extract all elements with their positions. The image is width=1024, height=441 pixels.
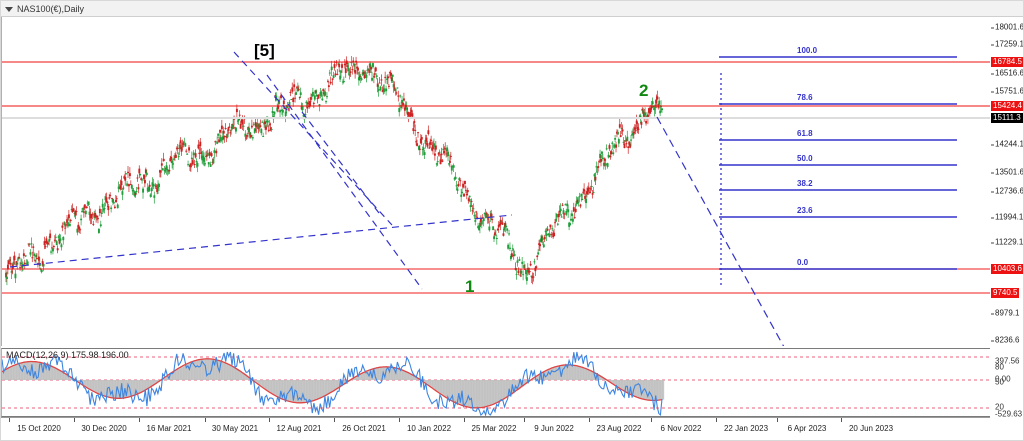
macd-tick-label: -529.63 [995, 409, 1023, 419]
date-tick-mark [716, 418, 717, 422]
fibonacci-label: 23.6 [797, 206, 813, 215]
date-tick-mark [651, 418, 652, 422]
price-tick-label: 16516.6 [995, 68, 1024, 78]
price-tick-label: 11994.1 [995, 212, 1024, 222]
date-tick-mark [9, 418, 10, 422]
macd-signal-line [2, 358, 663, 409]
date-label: 15 Oct 2020 [17, 424, 61, 433]
fibonacci-label: 100.0 [797, 46, 818, 55]
chart-symbol-selector[interactable]: NAS100(€),Daily [5, 4, 84, 14]
macd-pane[interactable]: MACD(12,26,9) 175.98 196.00 [1, 348, 991, 417]
date-tick-mark [589, 418, 590, 422]
date-label: 9 Jun 2022 [534, 424, 574, 433]
date-tick-mark [524, 418, 525, 422]
price-tick: 11229.1 [991, 237, 1024, 247]
date-label: 6 Apr 2023 [787, 424, 827, 433]
current-price-badge[interactable]: 15111.3 [991, 113, 1023, 123]
date-axis[interactable]: 15 Oct 2020 30 Dec 2020 16 Mar 2021 30 May … [1, 417, 990, 440]
price-tick-label: 17259.1 [995, 39, 1024, 49]
price-tick-label: 8979.1 [995, 308, 1020, 318]
date-label: 20 Jun 2023 [848, 424, 894, 433]
date-label: 23 Aug 2022 [596, 424, 642, 433]
macd-canvas [2, 351, 991, 417]
price-tick: 8979.1 [991, 308, 1020, 318]
date-label: 10 Jan 2022 [406, 424, 452, 433]
trendline-group [9, 51, 785, 346]
date-tick-mark [139, 418, 140, 422]
date-label: 30 May 2021 [211, 424, 259, 433]
wave-label: [5] [254, 41, 275, 60]
date-label: 25 Mar 2022 [471, 424, 517, 433]
fibonacci-label: 0.0 [797, 258, 809, 267]
wave-label: 1 [465, 277, 475, 296]
alert-price-badge[interactable]: 9740.5 [991, 288, 1020, 298]
fibonacci-label: 50.0 [797, 154, 813, 163]
price-tick: 11994.1 [991, 212, 1024, 222]
date-tick-mark [334, 418, 335, 422]
fibonacci-lines [719, 56, 957, 270]
macd-tick-label: 50 [995, 377, 1004, 387]
price-tick-label: 14244.1 [995, 139, 1024, 149]
price-tick: 14244.1 [991, 139, 1024, 149]
price-tick: 15751.6 [991, 86, 1024, 96]
price-tick-label: 18001.6 [995, 22, 1024, 32]
date-label: 16 Mar 2021 [146, 424, 192, 433]
date-label: 12 Aug 2021 [276, 424, 322, 433]
alert-price-badge[interactable]: 15424.4 [991, 101, 1023, 111]
chevron-down-icon[interactable] [5, 6, 13, 12]
price-tick: 8236.6 [991, 335, 1020, 345]
date-tick-mark [399, 418, 400, 422]
price-tick: 16516.6 [991, 68, 1024, 78]
date-tick-mark [205, 418, 206, 422]
price-tick: 13501.6 [991, 167, 1024, 177]
price-tick-label: 15751.6 [995, 86, 1024, 96]
alert-price-badge[interactable]: 10403.6 [991, 264, 1023, 274]
chart-title-bar [1, 1, 1023, 17]
chart-title: NAS100(€),Daily [17, 4, 85, 14]
price-tick-label: 8236.6 [995, 335, 1020, 345]
macd-tick-label: 397.56 [995, 356, 1020, 366]
alert-price-badge[interactable]: 16784.5 [991, 57, 1023, 67]
date-tick-mark [777, 418, 778, 422]
price-level-lines [2, 61, 991, 294]
price-tick: 18001.6 [991, 22, 1024, 32]
price-tick-label: 12736.6 [995, 186, 1024, 196]
date-tick-mark [74, 418, 75, 422]
fibonacci-label: 61.8 [797, 129, 813, 138]
date-label: 30 Dec 2020 [81, 424, 127, 433]
price-axis[interactable]: 18001.6 17259.1 16516.6 15751.6 14244.1 13501… [990, 17, 1024, 419]
fibonacci-label: 78.6 [797, 93, 813, 102]
date-tick-mark [464, 418, 465, 422]
price-pane[interactable]: 100.0 78.6 61.8 50.0 38.2 23.6 0.0 [5] 2 1 [1, 17, 991, 346]
date-tick-mark [841, 418, 842, 422]
price-tick-label: 11229.1 [995, 237, 1024, 247]
date-label: 6 Nov 2022 [660, 424, 702, 433]
macd-title: MACD(12,26,9) 175.98 196.00 [6, 350, 129, 360]
date-label: 26 Oct 2021 [342, 424, 386, 433]
price-tick-label: 13501.6 [995, 167, 1024, 177]
price-tick: 12736.6 [991, 186, 1024, 196]
wave-label: 2 [639, 81, 649, 100]
price-tick: 17259.1 [991, 39, 1024, 49]
date-tick-mark [269, 418, 270, 422]
macd-main-line [2, 351, 663, 417]
date-label: 22 Jan 2023 [723, 424, 769, 433]
macd-tick-label: 80 [995, 362, 1004, 372]
candlestick-series [5, 56, 663, 286]
macd-tick-label: 0.00 [995, 374, 1011, 384]
price-chart-canvas [2, 51, 991, 346]
fibonacci-label: 38.2 [797, 179, 813, 188]
macd-tick-label: 20 [995, 402, 1004, 412]
